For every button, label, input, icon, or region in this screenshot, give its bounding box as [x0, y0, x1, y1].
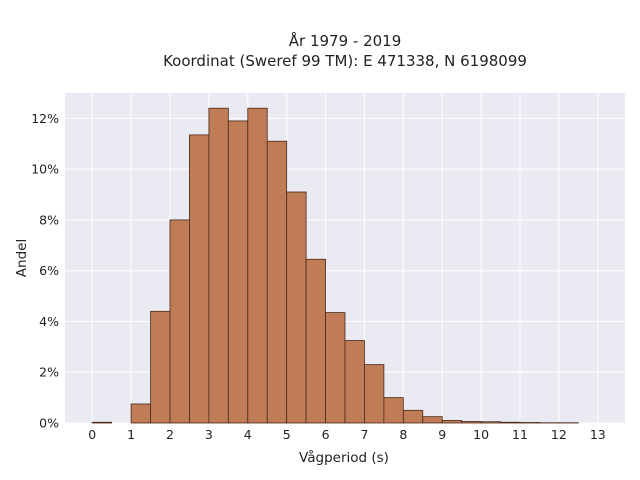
y-axis-ticks: 0% 2% 4% 6% 8% 10% 12%	[31, 111, 59, 431]
histogram-bar	[441, 420, 463, 424]
histogram-bar	[402, 409, 424, 424]
y-tick-label: 0%	[39, 416, 59, 431]
histogram-bar	[266, 140, 288, 424]
chart-title: År 1979 - 2019	[289, 31, 402, 50]
x-tick-label: 12	[551, 427, 567, 442]
histogram-bar	[91, 421, 113, 424]
histogram-bar	[227, 120, 249, 424]
chart-subtitle: Koordinat (Sweref 99 TM): E 471338, N 61…	[163, 52, 527, 70]
x-tick-label: 3	[205, 427, 213, 442]
x-tick-label: 9	[438, 427, 446, 442]
histogram-bar	[480, 421, 501, 424]
bars	[91, 107, 579, 424]
histogram-bar	[208, 107, 229, 424]
y-tick-label: 12%	[31, 111, 59, 126]
x-tick-label: 6	[322, 427, 330, 442]
histogram-bar	[519, 422, 540, 424]
y-tick-label: 6%	[39, 263, 59, 278]
y-tick-label: 2%	[39, 365, 59, 380]
histogram-bar	[422, 416, 443, 424]
histogram-bar	[325, 312, 346, 424]
x-tick-label: 7	[360, 427, 368, 442]
histogram-bar	[130, 403, 151, 424]
x-axis-label: Vågperiod (s)	[299, 449, 389, 466]
histogram-bar	[247, 107, 268, 424]
histogram-bar	[500, 421, 521, 424]
histogram-bar	[150, 310, 171, 424]
x-tick-label: 11	[512, 427, 528, 442]
histogram-bar	[461, 421, 482, 424]
histogram-bar	[169, 219, 190, 424]
histogram-bar	[286, 191, 307, 424]
histogram-bar	[364, 364, 385, 424]
histogram-bar	[383, 397, 404, 424]
x-tick-label: 5	[283, 427, 291, 442]
x-tick-label: 8	[399, 427, 407, 442]
x-tick-label: 4	[244, 427, 252, 442]
x-axis-ticks: 0 1 2 3 4 5 6 7 8 9 10 11 12 13	[88, 427, 605, 442]
x-tick-label: 2	[166, 427, 174, 442]
x-tick-label: 1	[127, 427, 135, 442]
x-tick-label: 10	[473, 427, 489, 442]
histogram-bar	[344, 340, 365, 424]
x-tick-label: 0	[88, 427, 96, 442]
histogram-bar	[189, 134, 210, 424]
y-tick-label: 4%	[39, 314, 59, 329]
histogram-bar	[305, 258, 326, 424]
x-tick-label: 13	[590, 427, 606, 442]
y-tick-label: 10%	[31, 162, 59, 177]
y-tick-label: 8%	[39, 212, 59, 227]
y-axis-label: Andel	[14, 239, 30, 277]
